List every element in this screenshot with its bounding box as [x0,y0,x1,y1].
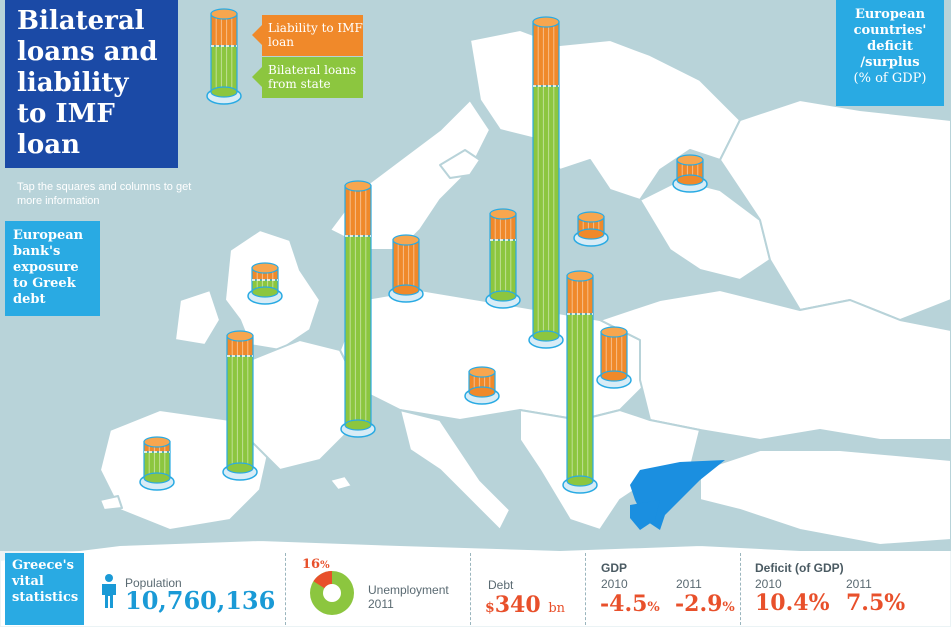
country-column[interactable] [596,326,632,389]
bilateral-segment [344,235,372,426]
column-bottom [468,386,496,398]
column-top [468,366,496,378]
deficit-of-gdp-label: Deficit (of GDP) [755,561,844,575]
iceland-land [439,149,481,179]
page-title: Bilateral loans and liability to IMF loa… [5,0,178,168]
small-island [329,475,353,491]
column-bottom [489,290,517,302]
bank-exposure-button[interactable]: European bank's exposure to Greek debt [5,221,100,316]
vital-statistics-label: Greece's vital statistics [5,553,84,625]
east-land [599,289,951,441]
deficit-year-2011: 2011 [846,577,872,591]
turkey-land [699,449,951,546]
column-top [577,211,605,223]
country-column[interactable] [528,16,564,349]
imf-segment [344,185,372,237]
gdp-year-2011: 2011 [676,577,702,591]
column-bottom [392,284,420,296]
column-bottom [676,174,704,186]
country-column[interactable] [562,270,598,494]
bilateral-segment [566,313,594,482]
column-top [392,234,420,246]
column-top [143,436,171,448]
country-column[interactable] [222,330,258,481]
legend-imf-liability: Liability to IMF loan [252,15,363,56]
population-label: Population [125,576,182,590]
deficit-title: European countries' deficit /surplus [853,7,927,70]
country-column[interactable] [206,8,242,105]
gdp-label: GDP [601,561,628,575]
unemployment-donut[interactable] [304,565,360,621]
column-bottom [226,462,254,474]
deficit-year-2010: 2010 [755,577,782,591]
column-bottom [600,370,628,382]
ireland-land [174,289,221,346]
bilateral-segment [489,239,517,297]
separator [470,553,471,625]
tap-hint: Tap the squares and columns to get more … [17,181,192,207]
column-bottom [577,228,605,240]
country-column[interactable] [340,180,376,438]
column-top [676,154,704,166]
stats-bar [0,551,951,627]
country-column[interactable] [247,262,283,305]
deficit-value-2011: 7.5% [846,590,906,616]
column-bottom [532,330,560,342]
imf-segment [600,331,628,377]
imf-segment [532,21,560,87]
column-bottom [566,475,594,487]
country-column[interactable] [573,211,609,247]
debt-label: Debt [488,578,514,592]
column-top [226,330,254,342]
separator [285,553,286,625]
column-top [489,208,517,220]
country-column[interactable] [485,208,521,309]
column-bottom [143,472,171,484]
deficit-subtitle: (% of GDP) [853,71,927,86]
unemployment-value: 16% [302,557,330,572]
small-island-2 [99,495,123,511]
country-column[interactable] [464,366,500,405]
column-top [251,262,279,274]
bilateral-segment [532,85,560,337]
separator [740,553,741,625]
column-bottom [210,86,238,98]
population-value: 10,760,136 [125,586,276,615]
bilateral-segment [226,355,254,469]
bilateral-segment [210,45,238,93]
legend-bilateral-loans: Bilateral loans from state [252,57,363,98]
column-top [600,326,628,338]
italy-land [399,409,511,531]
country-column[interactable] [388,234,424,303]
crete-highlight [630,500,660,530]
column-top [344,180,372,192]
imf-segment [566,275,594,315]
country-column[interactable] [672,154,708,193]
debt-value: $340 bn [485,592,566,618]
column-bottom [344,419,372,431]
column-top [566,270,594,282]
separator [585,553,586,625]
deficit-surplus-button[interactable]: European countries' deficit /surplus (% … [836,0,944,106]
column-bottom [251,286,279,298]
column-top [532,16,560,28]
person-icon [102,574,116,608]
deficit-value-2010: 10.4% [755,590,830,616]
unemployment-label: Unemployment [368,583,449,597]
column-top [210,8,238,20]
gdp-value-2011: -2.9% [675,591,735,617]
imf-segment [392,239,420,291]
gdp-year-2010: 2010 [601,577,628,591]
unemployment-year: 2011 [368,597,394,611]
gdp-value-2010: -4.5% [600,591,660,617]
donut-hole [323,584,341,602]
country-column[interactable] [139,436,175,491]
